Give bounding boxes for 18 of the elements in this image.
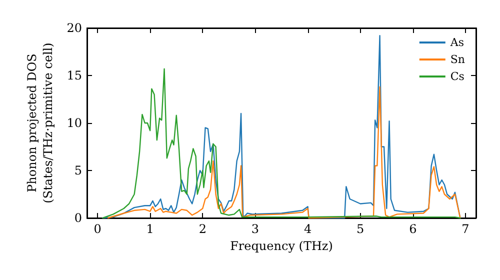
x-tick-label: 5 [356, 222, 364, 236]
legend-label: Cs [450, 70, 465, 83]
x-tick-label: 3 [251, 222, 260, 236]
y-tick-label: 15 [66, 68, 82, 82]
x-tick-label: 1 [146, 222, 154, 236]
y-axis-title: Phonon projected DOS (States/THz·primitive cell) [24, 42, 55, 204]
legend-label: Sn [450, 53, 466, 66]
x-tick-label: 0 [94, 222, 102, 236]
y-tick-label: 0 [74, 211, 82, 225]
y-tick-label: 10 [66, 116, 82, 130]
x-tick-label: 2 [198, 222, 206, 236]
y-tick-label: 5 [74, 164, 82, 178]
x-tick-label: 7 [462, 222, 470, 236]
x-tick-label: 4 [304, 222, 312, 236]
legend-label: As [449, 36, 464, 49]
y-tick-label: 20 [66, 21, 82, 35]
x-tick-label: 6 [409, 222, 417, 236]
x-axis-title: Frequency (THz) [230, 239, 333, 253]
